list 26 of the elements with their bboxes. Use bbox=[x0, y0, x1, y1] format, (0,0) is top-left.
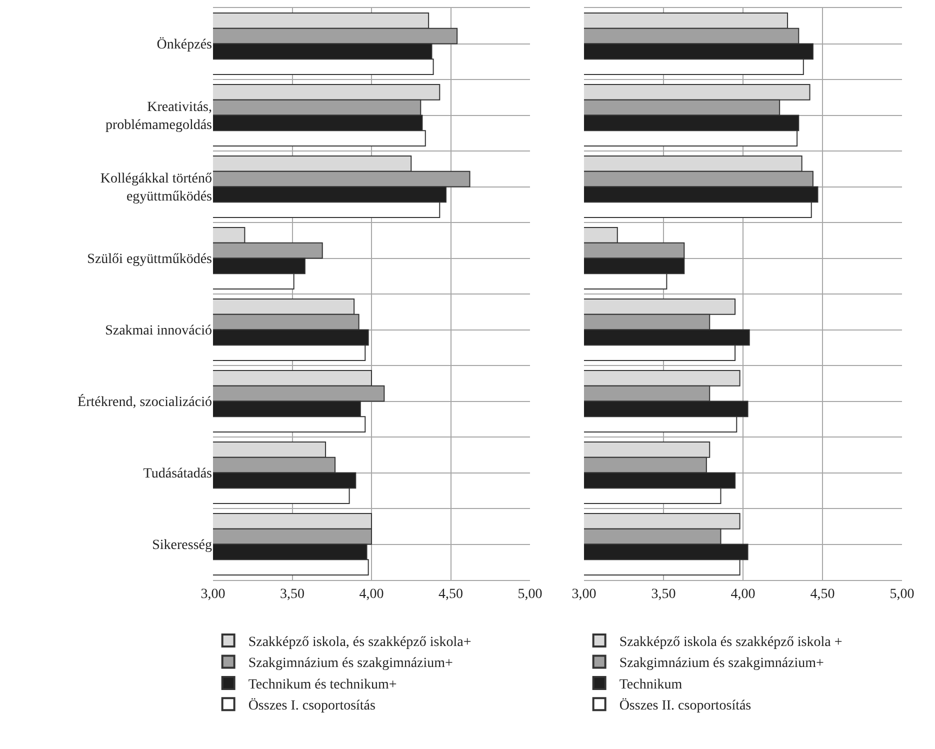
y-tick-label: Kollégákkal történő együttműködés bbox=[100, 172, 212, 205]
legend-label: Technikum és technikum+ bbox=[248, 677, 397, 692]
y-tick-label: Szülői együttműködés bbox=[87, 252, 212, 268]
legend-label: Szakgimnázium és szakgimnázium+ bbox=[248, 656, 454, 672]
x-tick-label: 4,00 bbox=[359, 586, 384, 602]
y-tick-label: Tudásátadás bbox=[143, 466, 212, 482]
y-tick-label: Értékrend, szocializáció bbox=[78, 393, 212, 410]
legend-label: Technikum bbox=[619, 677, 682, 692]
y-tick-label: Szakmai innováció bbox=[105, 324, 212, 339]
x-tick-label: 3,00 bbox=[200, 586, 226, 602]
x-tick-label: 5,00 bbox=[518, 586, 542, 602]
x-tick-label: 3,50 bbox=[651, 586, 676, 602]
x-tick-label: 3,50 bbox=[280, 586, 304, 602]
x-tick-label: 4,50 bbox=[438, 586, 463, 602]
x-tick-label: 5,00 bbox=[890, 586, 914, 602]
x-tick-label: 3,00 bbox=[572, 586, 596, 602]
x-tick-label: 4,50 bbox=[810, 586, 835, 602]
x-tick-label: 4,00 bbox=[730, 586, 756, 602]
y-tick-label: Önképzés bbox=[156, 36, 212, 53]
legend-label: Szakképző iskola, és szakképző iskola+ bbox=[248, 635, 472, 650]
legend-label: Szakképző iskola és szakképző iskola + bbox=[619, 635, 842, 650]
y-tick-label: Kreativitás, problémamegoldás bbox=[105, 100, 212, 134]
legend-label: Összes II. csoportosítás bbox=[619, 698, 752, 714]
y-tick-label: Sikeresség bbox=[152, 538, 212, 554]
legend-label: Összes I. csoportosítás bbox=[248, 698, 376, 714]
legend-label: Szakgimnázium és szakgimnázium+ bbox=[619, 656, 824, 672]
